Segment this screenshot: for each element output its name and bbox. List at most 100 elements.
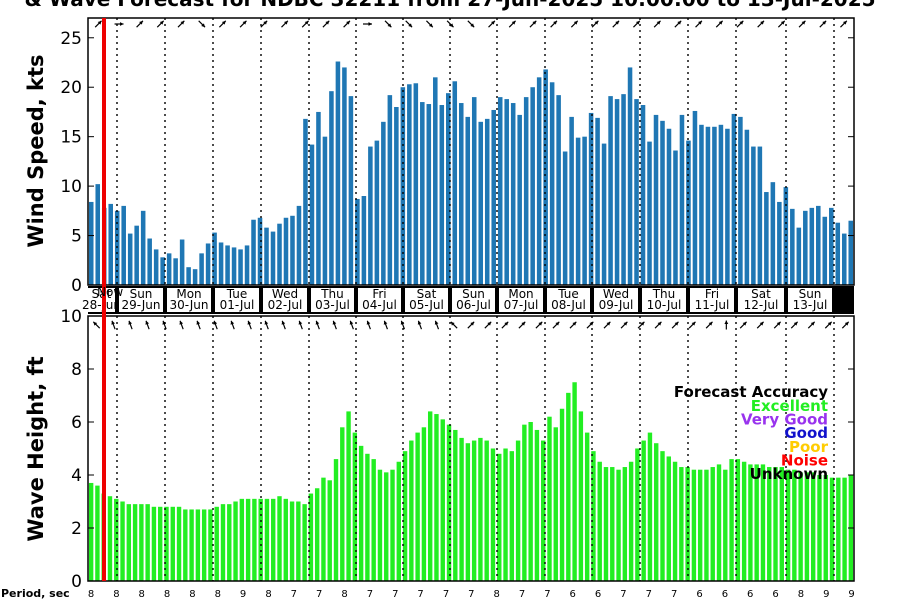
wave-bar <box>365 453 370 581</box>
direction-arrow-head <box>428 23 433 28</box>
day-date-label: 28-Jun <box>82 298 121 312</box>
direction-arrow-head <box>615 20 620 25</box>
day-date-label: 30-Jun <box>169 298 208 312</box>
wave-bar <box>233 501 238 581</box>
direction-arrow-head <box>573 20 578 25</box>
y-tick-label: 4 <box>71 466 82 486</box>
wave-bar <box>515 440 521 581</box>
direction-arrow-head <box>844 321 849 326</box>
wave-bar <box>622 467 628 581</box>
wave-bar <box>139 504 144 581</box>
wave-bar <box>120 501 125 581</box>
period-value: 7 <box>291 589 297 600</box>
period-value: 8 <box>88 589 94 600</box>
direction-arrow-head <box>128 320 133 325</box>
wave-bar <box>453 429 458 581</box>
wave-bar <box>578 411 584 581</box>
wind-bar <box>803 210 808 285</box>
wind-bar <box>153 249 159 285</box>
wave-bar <box>446 424 452 581</box>
direction-arrow-head <box>487 321 492 326</box>
wind-bar <box>439 105 445 286</box>
wave-bar <box>145 504 150 581</box>
day-date-label: 07-Jul <box>504 298 539 312</box>
day-name-label: Mon <box>176 287 201 301</box>
wave-bar <box>214 506 219 581</box>
direction-arrow-head <box>304 20 309 25</box>
direction-arrow-head <box>346 20 350 25</box>
wave-bar <box>220 504 226 581</box>
direction-arrow-head <box>450 321 455 326</box>
wind-direction-arrows <box>94 20 848 28</box>
period-value: 9 <box>240 589 246 600</box>
wind-bar <box>634 99 639 285</box>
direction-arrow-head <box>742 321 747 326</box>
day-name-label: Sun <box>130 287 153 301</box>
wind-bar <box>712 126 717 285</box>
wind-bar <box>322 136 328 285</box>
wind-bar <box>757 146 763 285</box>
legend-item: Noise <box>781 451 828 469</box>
wave-bar <box>798 472 803 581</box>
wave-bar <box>384 472 389 581</box>
wave-bar <box>465 443 471 581</box>
direction-arrow-head <box>120 22 124 26</box>
period-value: 6 <box>570 589 576 600</box>
wind-bar <box>127 233 133 285</box>
wind-bar <box>536 77 542 285</box>
wind-bar <box>140 210 146 285</box>
y-tick-label: 20 <box>60 78 82 98</box>
direction-arrow-head <box>674 321 679 326</box>
wave-bar <box>283 498 288 581</box>
direction-arrow-head <box>776 321 781 326</box>
wave-bar <box>566 392 571 581</box>
period-value: 7 <box>620 589 626 600</box>
wind-bar <box>290 215 295 285</box>
wave-bar <box>710 467 715 581</box>
wind-bar <box>199 253 204 285</box>
wind-bar <box>212 232 217 285</box>
wind-bar <box>744 129 750 285</box>
wave-bar <box>352 432 358 581</box>
wind-bar <box>517 114 522 285</box>
wave-bar <box>252 498 257 581</box>
direction-arrow-head <box>145 320 150 325</box>
wave-bar <box>126 504 132 581</box>
direction-arrow-head <box>470 321 475 326</box>
period-value: 7 <box>316 589 322 600</box>
wave-bar <box>697 469 703 581</box>
wind-bar <box>549 82 555 285</box>
wind-bar <box>192 269 198 285</box>
wave-bar <box>132 504 138 581</box>
wave-bar <box>415 432 420 581</box>
wave-y-ticks: 0 2 4 6 8 10 <box>60 307 854 592</box>
wave-bar <box>390 469 395 581</box>
wind-bar <box>640 105 646 286</box>
wind-bar <box>407 84 412 285</box>
day-cell <box>263 288 307 312</box>
wind-bar <box>231 247 237 285</box>
wave-bar <box>528 422 533 581</box>
period-value: 7 <box>468 589 474 600</box>
day-date-label: 09-Jul <box>599 298 634 312</box>
wind-bar <box>121 205 126 285</box>
y-tick-label: 6 <box>71 413 82 433</box>
y-tick-label: 25 <box>60 29 82 49</box>
day-cell <box>452 288 495 312</box>
day-name-label: Mon <box>508 287 533 301</box>
direction-arrow-head <box>383 320 388 325</box>
direction-arrow-head <box>284 20 288 25</box>
day-date-label: 13-Jul <box>793 298 828 312</box>
day-cell <box>215 288 259 312</box>
day-cell <box>405 288 448 312</box>
direction-arrow-head <box>325 20 330 25</box>
direction-arrow-head <box>739 20 744 25</box>
wind-bar <box>660 120 665 285</box>
wave-bar <box>402 451 408 581</box>
direction-arrow-head <box>263 20 268 25</box>
period-value: 6 <box>696 589 702 600</box>
wind-bar <box>394 107 399 285</box>
period-value: 7 <box>417 589 423 600</box>
wind-bar <box>471 97 477 285</box>
direction-arrow-head <box>532 20 537 25</box>
